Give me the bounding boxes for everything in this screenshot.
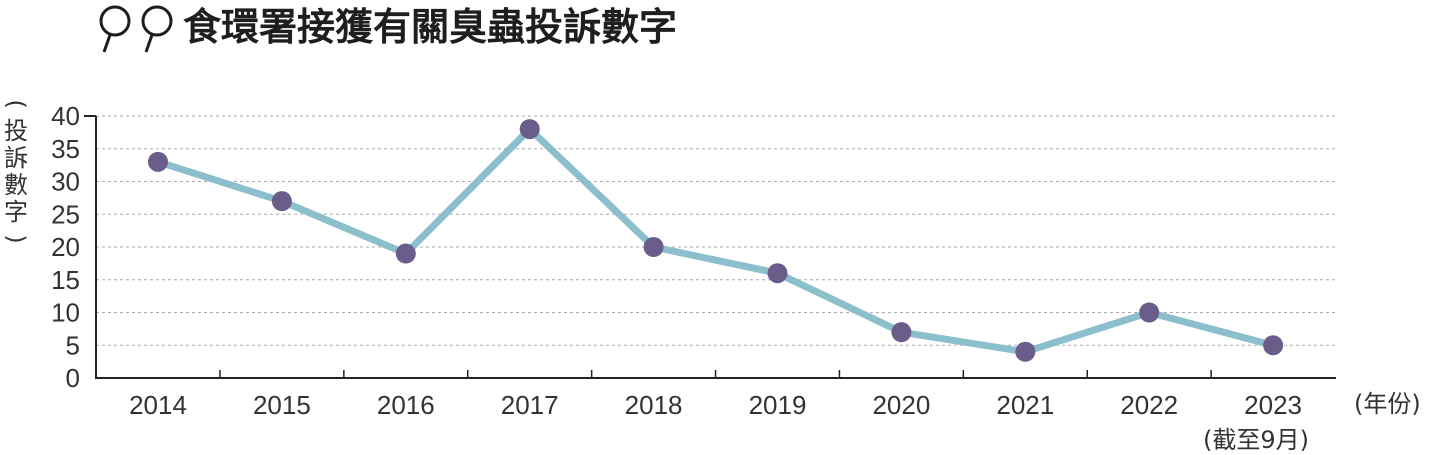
x-tick-label: 2020 [872, 390, 930, 420]
y-tick-label: 20 [51, 232, 80, 262]
y-tick-label: 40 [51, 101, 80, 131]
y-axis-label-char: ) [2, 234, 30, 243]
y-tick-label: 35 [51, 134, 80, 164]
y-axis-label-char: 字 [4, 198, 28, 226]
y-tick-label: 10 [51, 298, 80, 328]
y-tick-label: 25 [51, 199, 80, 229]
y-axis-label: ( 投訴數字) [2, 99, 30, 243]
x-tick-label: 2017 [501, 390, 559, 420]
y-tick-label: 0 [66, 363, 80, 393]
x-tick-label: 2016 [377, 390, 435, 420]
y-axis-label-char: 投 [4, 117, 28, 145]
x-tick-label: 2021 [996, 390, 1054, 420]
y-tick-label: 5 [66, 330, 80, 360]
data-point [271, 191, 292, 212]
title-icon [99, 5, 173, 53]
y-axis-label-char: 訴 [4, 144, 28, 172]
data-point [767, 263, 788, 284]
x-note-label: (截至9月) [1203, 426, 1309, 454]
y-axis-label-char: ( [2, 99, 30, 108]
x-tick-label: 2023 [1244, 390, 1302, 420]
series-line [154, 125, 1277, 356]
data-point [891, 322, 912, 343]
y-axis-label-char: 數 [4, 171, 28, 199]
data-point [148, 151, 168, 172]
data-point [643, 237, 664, 257]
y-tick-label: 15 [51, 265, 80, 295]
x-tick-label: 2019 [749, 390, 807, 420]
x-tick-label: 2015 [253, 390, 311, 420]
data-point [1015, 341, 1036, 362]
grid-lines [96, 115, 1336, 346]
data-point [395, 243, 416, 264]
y-tick-label: 30 [51, 167, 80, 197]
data-point [1139, 302, 1160, 323]
x-tick-label: 2014 [129, 390, 187, 420]
x-tick-labels: 2014 2015 2016 2017 2018 2019 2020 2021 2022 2023 [129, 370, 1302, 420]
data-point [519, 119, 540, 140]
x-axis-label: (年份) [1354, 390, 1421, 418]
x-tick-label: 2018 [625, 390, 683, 420]
data-point [1263, 335, 1284, 356]
chart-title: 食環署接獲有關臭蟲投訴數字 [183, 4, 677, 49]
series-layer [148, 119, 1284, 362]
x-tick-label: 2022 [1120, 390, 1178, 420]
